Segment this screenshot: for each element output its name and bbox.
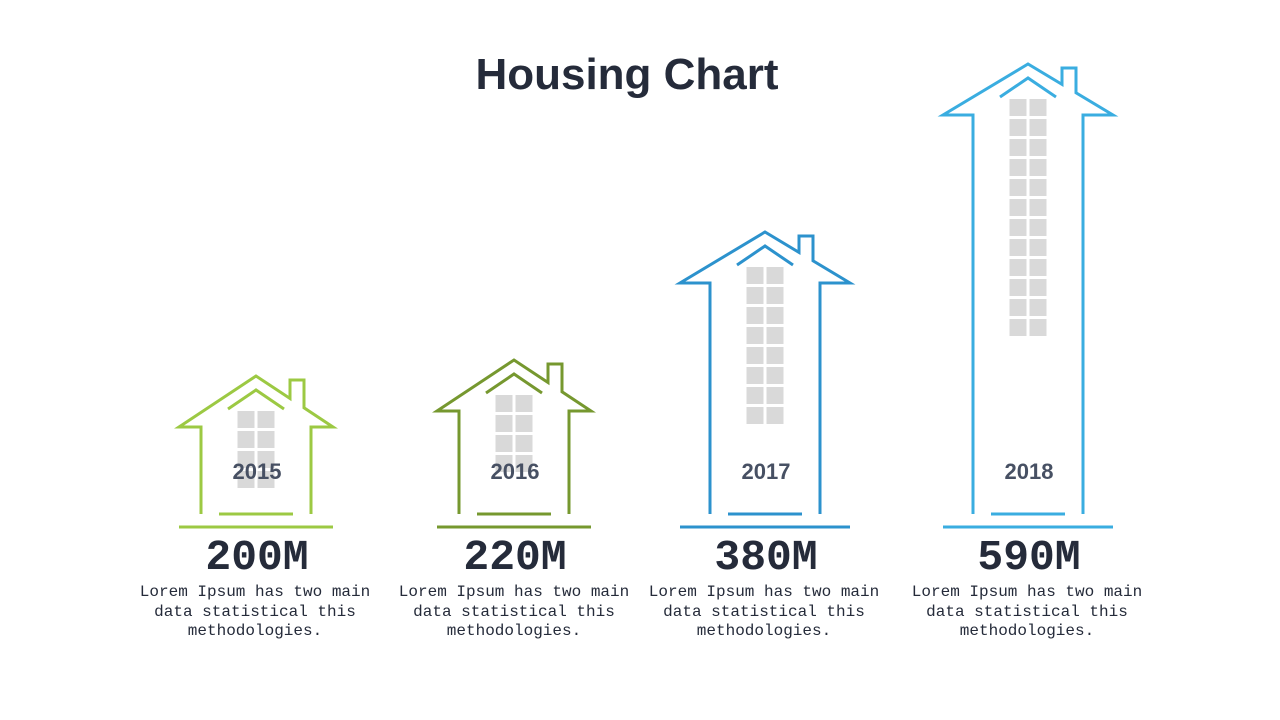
window-pane <box>1029 239 1047 256</box>
house-outline <box>674 230 856 514</box>
window-pane <box>1029 179 1047 196</box>
window-pane <box>257 471 275 488</box>
window-pane <box>746 367 764 384</box>
year-label-2017: 2017 <box>742 459 791 484</box>
window-pane <box>746 287 764 304</box>
window-pane <box>766 307 784 324</box>
window-pane <box>237 431 255 448</box>
year-label-2016: 2016 <box>491 459 540 484</box>
house-outline <box>937 62 1119 514</box>
window-pane <box>1029 119 1047 136</box>
window-pane <box>1029 159 1047 176</box>
window-pane <box>1029 279 1047 296</box>
window-pane <box>1029 259 1047 276</box>
window-pane <box>1009 119 1027 136</box>
window-pane <box>1009 259 1027 276</box>
window-pane <box>1009 319 1027 336</box>
window-pane <box>746 307 764 324</box>
window-pane <box>766 287 784 304</box>
window-pane <box>766 387 784 404</box>
window-pane <box>1029 319 1047 336</box>
window-pane <box>746 387 764 404</box>
year-label-2018: 2018 <box>1005 459 1054 484</box>
window-pane <box>495 415 513 432</box>
window-pane <box>1009 159 1027 176</box>
window-pane <box>1029 139 1047 156</box>
value-label-2015: 200M <box>205 533 308 582</box>
house-outline <box>174 374 338 514</box>
house-bar-2015: 2015 200M <box>174 374 338 582</box>
year-label-2015: 2015 <box>233 459 282 484</box>
window-pane <box>515 395 533 412</box>
window-pane <box>1009 239 1027 256</box>
window-pane <box>515 415 533 432</box>
value-label-2017: 380M <box>714 533 817 582</box>
description-2017: Lorem Ipsum has two main data statistica… <box>648 583 880 640</box>
window-pane <box>257 411 275 428</box>
roof-chevron <box>227 388 285 411</box>
window-pane <box>1009 179 1027 196</box>
house-bar-2016: 2016 220M <box>432 358 596 582</box>
roof-chevron <box>999 76 1057 99</box>
window-pane <box>495 455 513 472</box>
house-outline <box>432 358 596 514</box>
window-pane <box>1029 99 1047 116</box>
window-pane <box>746 327 764 344</box>
window-pane <box>766 327 784 344</box>
house-bar-2018: 2018 590M <box>937 62 1119 582</box>
description-2015: Lorem Ipsum has two main data statistica… <box>139 583 371 640</box>
value-label-2018: 590M <box>977 533 1080 582</box>
roof-chevron <box>485 372 543 395</box>
window-pane <box>746 407 764 424</box>
window-pane <box>1029 219 1047 236</box>
window-pane <box>257 431 275 448</box>
window-pane <box>1009 299 1027 316</box>
window-pane <box>495 435 513 452</box>
window-pane <box>766 267 784 284</box>
description-2018: Lorem Ipsum has two main data statistica… <box>911 583 1143 640</box>
window-pane <box>1029 299 1047 316</box>
window-pane <box>746 267 764 284</box>
window-pane <box>746 347 764 364</box>
window-pane <box>1029 199 1047 216</box>
chart-title: Housing Chart <box>475 50 779 99</box>
window-pane <box>257 451 275 468</box>
window-pane <box>1009 199 1027 216</box>
window-pane <box>766 347 784 364</box>
value-label-2016: 220M <box>463 533 566 582</box>
window-pane <box>237 471 255 488</box>
window-pane <box>1009 99 1027 116</box>
window-pane <box>237 451 255 468</box>
window-pane <box>495 395 513 412</box>
roof-chevron <box>736 244 794 267</box>
house-bar-2017: 2017 380M <box>674 230 856 582</box>
window-pane <box>1009 139 1027 156</box>
description-2016: Lorem Ipsum has two main data statistica… <box>398 583 630 640</box>
window-pane <box>1009 279 1027 296</box>
window-pane <box>515 455 533 472</box>
window-pane <box>766 367 784 384</box>
window-pane <box>1009 219 1027 236</box>
window-pane <box>237 411 255 428</box>
window-pane <box>766 407 784 424</box>
window-pane <box>515 435 533 452</box>
